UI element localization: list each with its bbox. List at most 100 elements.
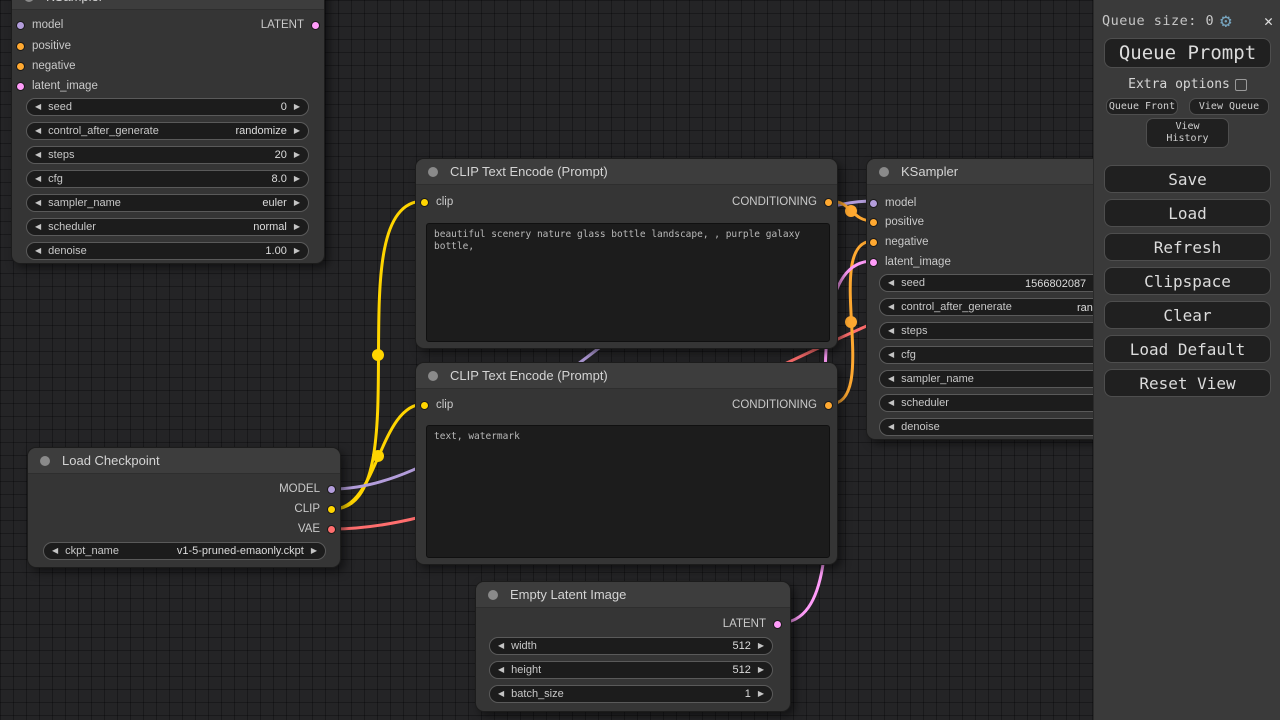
output-port-model[interactable]: MODEL <box>279 482 336 496</box>
latent-port-icon[interactable] <box>869 257 878 267</box>
widget-width[interactable]: ◀ width 512 ▶ <box>489 637 773 655</box>
increment-arrow-icon[interactable]: ▶ <box>293 102 300 111</box>
input-port-positive[interactable]: positive <box>16 39 71 53</box>
decrement-arrow-icon[interactable]: ◀ <box>35 174 42 183</box>
widget-ckpt-name[interactable]: ◀ ckpt_name v1-5-pruned-emaonly.ckpt ▶ <box>43 542 326 560</box>
input-port-model[interactable]: model <box>16 18 63 32</box>
decrement-arrow-icon[interactable]: ◀ <box>888 278 895 287</box>
widget-denoise[interactable]: ◀ denoise <box>879 418 1156 436</box>
widget-batch-size[interactable]: ◀ batch_size 1 ▶ <box>489 685 773 703</box>
decrement-arrow-icon[interactable]: ◀ <box>35 126 42 135</box>
load-button[interactable]: Load <box>1104 199 1271 227</box>
node-title-bar[interactable]: CLIP Text Encode (Prompt) <box>416 363 837 389</box>
decrement-arrow-icon[interactable]: ◀ <box>888 374 895 383</box>
decrement-arrow-icon[interactable]: ◀ <box>35 246 42 255</box>
clip-port-icon[interactable] <box>420 400 429 410</box>
vae-port-icon[interactable] <box>327 524 336 534</box>
prompt-text-area[interactable]: text, watermark <box>426 425 830 558</box>
decrement-arrow-icon[interactable]: ◀ <box>498 641 505 650</box>
decrement-arrow-icon[interactable]: ◀ <box>35 102 42 111</box>
increment-arrow-icon[interactable]: ▶ <box>757 641 764 650</box>
collapse-dot[interactable] <box>428 371 438 381</box>
refresh-button[interactable]: Refresh <box>1104 233 1271 261</box>
widget-cfg[interactable]: ◀ cfg <box>879 346 1156 364</box>
input-port-latent-image[interactable]: latent_image <box>869 255 951 269</box>
input-port-clip[interactable]: clip <box>420 398 453 412</box>
decrement-arrow-icon[interactable]: ◀ <box>888 302 895 311</box>
node-load-checkpoint[interactable]: Load Checkpoint MODEL CLIP VAE ◀ ckpt_na… <box>27 447 341 568</box>
output-port-vae[interactable]: VAE <box>298 522 336 536</box>
node-empty-latent-image[interactable]: Empty Latent Image LATENT ◀ width 512 ▶ … <box>475 581 791 712</box>
model-port-icon[interactable] <box>16 20 25 30</box>
model-port-icon[interactable] <box>869 198 878 208</box>
output-port-conditioning[interactable]: CONDITIONING <box>732 195 833 209</box>
widget-control-after-generate[interactable]: ◀ control_after_generate randomize <box>879 298 1156 316</box>
increment-arrow-icon[interactable]: ▶ <box>293 198 300 207</box>
decrement-arrow-icon[interactable]: ◀ <box>498 689 505 698</box>
widget-sampler-name[interactable]: ◀ sampler_name euler ▶ <box>26 194 309 212</box>
clipspace-button[interactable]: Clipspace <box>1104 267 1271 295</box>
model-port-icon[interactable] <box>327 484 336 494</box>
clip-port-icon[interactable] <box>327 504 336 514</box>
node-title-bar[interactable]: Empty Latent Image <box>476 582 790 608</box>
load-default-button[interactable]: Load Default <box>1104 335 1271 363</box>
decrement-arrow-icon[interactable]: ◀ <box>35 150 42 159</box>
output-port-latent[interactable]: LATENT <box>261 18 320 32</box>
node-title-bar[interactable]: Load Checkpoint <box>28 448 340 474</box>
input-port-latent-image[interactable]: latent_image <box>16 79 98 93</box>
latent-port-icon[interactable] <box>16 81 25 91</box>
collapse-dot[interactable] <box>879 167 889 177</box>
increment-arrow-icon[interactable]: ▶ <box>757 689 764 698</box>
clear-button[interactable]: Clear <box>1104 301 1271 329</box>
node-title-bar[interactable]: CLIP Text Encode (Prompt) <box>416 159 837 185</box>
decrement-arrow-icon[interactable]: ◀ <box>35 222 42 231</box>
increment-arrow-icon[interactable]: ▶ <box>293 246 300 255</box>
widget-denoise[interactable]: ◀ denoise 1.00 ▶ <box>26 242 309 260</box>
output-port-conditioning[interactable]: CONDITIONING <box>732 398 833 412</box>
conditioning-port-icon[interactable] <box>824 400 833 410</box>
conditioning-port-icon[interactable] <box>869 217 878 227</box>
widget-steps[interactable]: ◀ steps 20 ▶ <box>26 146 309 164</box>
conditioning-port-icon[interactable] <box>869 237 878 247</box>
widget-control-after-generate[interactable]: ◀ control_after_generate randomize ▶ <box>26 122 309 140</box>
output-port-clip[interactable]: CLIP <box>294 502 336 516</box>
close-icon[interactable]: ✕ <box>1263 12 1273 30</box>
prompt-text-area[interactable]: beautiful scenery nature glass bottle la… <box>426 223 830 342</box>
decrement-arrow-icon[interactable]: ◀ <box>498 665 505 674</box>
node-ksampler-left[interactable]: KSampler model LATENT positive negative … <box>11 0 325 264</box>
input-port-model[interactable]: model <box>869 196 916 210</box>
increment-arrow-icon[interactable]: ▶ <box>293 174 300 183</box>
collapse-dot[interactable] <box>488 590 498 600</box>
collapse-dot[interactable] <box>40 456 50 466</box>
conditioning-port-icon[interactable] <box>16 61 25 71</box>
decrement-arrow-icon[interactable]: ◀ <box>888 398 895 407</box>
decrement-arrow-icon[interactable]: ◀ <box>888 350 895 359</box>
collapse-dot[interactable] <box>24 0 34 2</box>
widget-sampler-name[interactable]: ◀ sampler_name <box>879 370 1156 388</box>
queue-front-button[interactable]: Queue Front <box>1106 98 1178 115</box>
queue-prompt-button[interactable]: Queue Prompt <box>1104 38 1271 68</box>
increment-arrow-icon[interactable]: ▶ <box>293 126 300 135</box>
reset-view-button[interactable]: Reset View <box>1104 369 1271 397</box>
widget-height[interactable]: ◀ height 512 ▶ <box>489 661 773 679</box>
input-port-clip[interactable]: clip <box>420 195 453 209</box>
conditioning-port-icon[interactable] <box>16 41 25 51</box>
decrement-arrow-icon[interactable]: ◀ <box>888 326 895 335</box>
increment-arrow-icon[interactable]: ▶ <box>293 150 300 159</box>
input-port-negative[interactable]: negative <box>16 59 75 73</box>
widget-cfg[interactable]: ◀ cfg 8.0 ▶ <box>26 170 309 188</box>
conditioning-port-icon[interactable] <box>824 197 833 207</box>
widget-seed[interactable]: ◀ seed 0 ▶ <box>26 98 309 116</box>
extra-options-checkbox[interactable] <box>1234 78 1247 91</box>
save-button[interactable]: Save <box>1104 165 1271 193</box>
clip-port-icon[interactable] <box>420 197 429 207</box>
view-queue-button[interactable]: View Queue <box>1189 98 1269 115</box>
widget-steps[interactable]: ◀ steps <box>879 322 1156 340</box>
collapse-dot[interactable] <box>428 167 438 177</box>
node-clip-text-encode-positive[interactable]: CLIP Text Encode (Prompt) clip CONDITION… <box>415 158 838 349</box>
decrement-arrow-icon[interactable]: ◀ <box>35 198 42 207</box>
next-arrow-icon[interactable]: ▶ <box>310 546 317 555</box>
widget-scheduler[interactable]: ◀ scheduler normal ▶ <box>26 218 309 236</box>
view-history-button[interactable]: View History <box>1146 118 1229 148</box>
output-port-latent[interactable]: LATENT <box>723 617 782 631</box>
